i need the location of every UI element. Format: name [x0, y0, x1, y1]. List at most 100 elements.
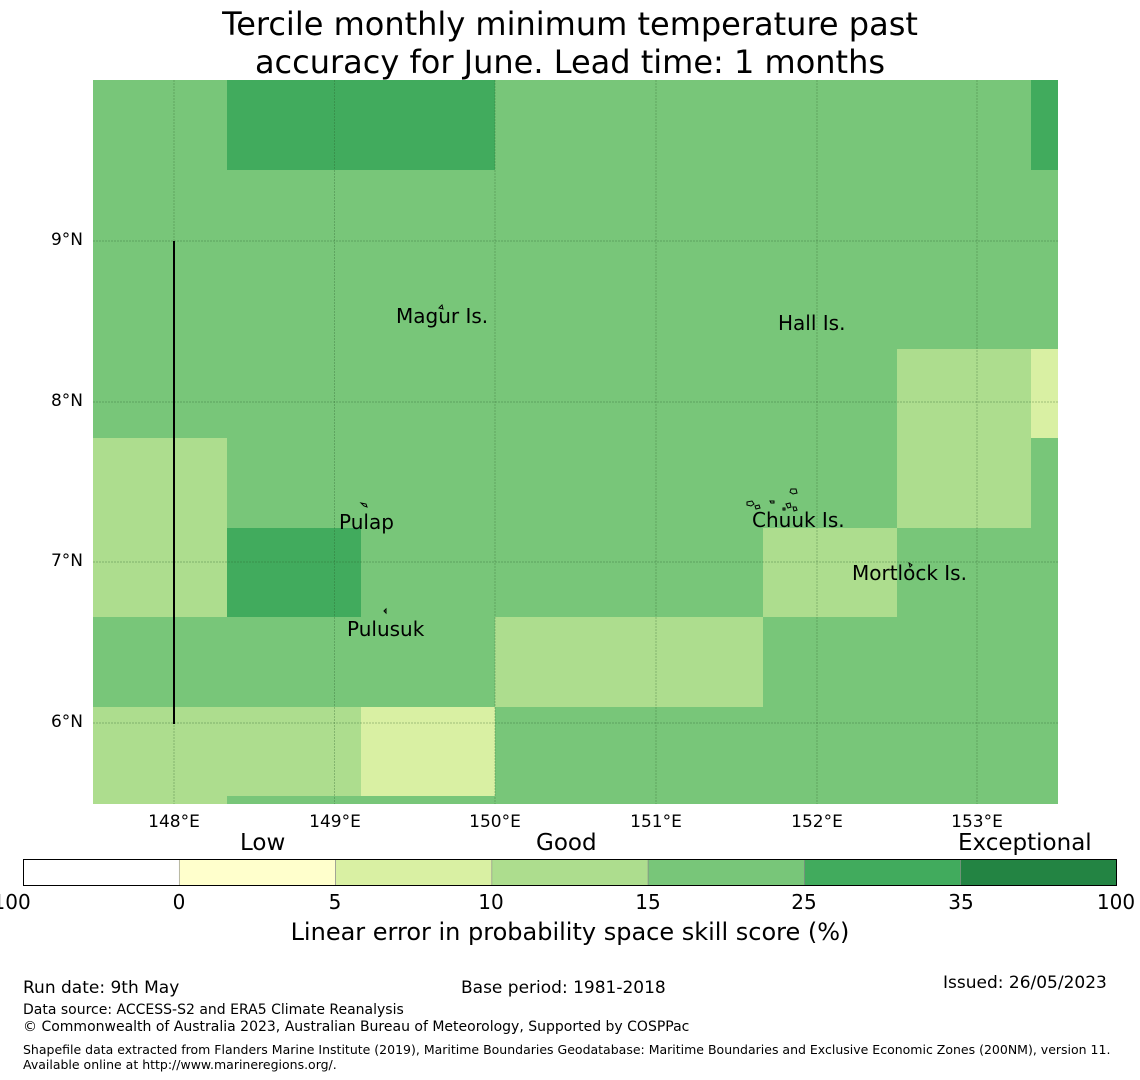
- place-label-magur: Magur Is.: [396, 304, 488, 328]
- pulap-island-shape: [359, 502, 368, 508]
- grid-cell-r5-c6: [897, 528, 1031, 617]
- chart-title: Tercile monthly minimum temperature past…: [0, 5, 1140, 81]
- grid-cell-strip: [227, 796, 495, 804]
- grid-cell-r4-c1: [227, 438, 361, 528]
- grid-cell-r6-c5: [763, 617, 897, 707]
- grid-cell-r7-c5: [763, 707, 897, 804]
- colorbar-tick-100: 100: [1096, 890, 1136, 914]
- grid-cell-r6-c1: [227, 617, 361, 707]
- place-label-pulusuk: Pulusuk: [347, 617, 425, 641]
- grid-cell-r0-c5: [763, 80, 897, 170]
- lat-label-8n: 8°N: [50, 391, 83, 411]
- grid-cell-r2-c6: [897, 259, 1031, 349]
- data-source: Data source: ACCESS-S2 and ERA5 Climate …: [23, 1002, 404, 1018]
- chuuk-island-shapes: [746, 488, 798, 512]
- grid-cell-r3-c1: [227, 349, 361, 438]
- colorbar-tick-5: 5: [328, 890, 342, 914]
- copyright: © Commonwealth of Australia 2023, Austra…: [23, 1019, 690, 1035]
- colorbar-segment-5: [804, 859, 962, 886]
- grid-cell-r7-c1: [227, 707, 361, 804]
- grid-cell-r5-c2: [361, 528, 495, 617]
- lon-label-149e: 149°E: [309, 812, 361, 832]
- colorbar-segment-1: [178, 859, 336, 886]
- colorbar-segment-4: [647, 859, 805, 886]
- grid-cell-r2-c3: [495, 259, 629, 349]
- lat-label-7n: 7°N: [50, 551, 83, 571]
- colorbar-segment-3: [491, 859, 649, 886]
- grid-cell-r1-c0: [93, 170, 227, 259]
- grid-cell-r7-c6: [897, 707, 1031, 804]
- grid-cell-r5-c0: [93, 528, 227, 617]
- colorbar: [23, 859, 1117, 886]
- colorbar-tick-35: 35: [948, 890, 974, 914]
- magur-island-shape: [438, 304, 444, 310]
- grid-cell-r7-c0: [93, 707, 227, 804]
- grid-cell-r0-c2: [361, 80, 495, 170]
- grid-cell-r6-c7: [1031, 617, 1058, 707]
- lat-label-9n: 9°N: [50, 230, 83, 250]
- grid-cell-r4-c4: [629, 438, 763, 528]
- grid-cell-r5-c3: [495, 528, 629, 617]
- title-line-1: Tercile monthly minimum temperature past: [222, 5, 918, 43]
- colorbar-tick-25: 25: [791, 890, 817, 914]
- mortlock-island-shape: [908, 561, 913, 568]
- grid-cell-r1-c4: [629, 170, 763, 259]
- pulusuk-island-shape: [383, 607, 387, 615]
- category-label-good: Good: [536, 830, 597, 856]
- lon-label-152e: 152°E: [791, 812, 843, 832]
- lon-label-153e: 153°E: [951, 812, 1003, 832]
- category-label-exceptional: Exceptional: [958, 830, 1092, 856]
- grid-cell-r3-c7: [1031, 349, 1058, 438]
- grid-cell-r6-c2: [361, 617, 495, 707]
- grid-cell-r3-c5: [763, 349, 897, 438]
- grid-cell-r5-c1: [227, 528, 361, 617]
- grid-cell-r2-c7: [1031, 259, 1058, 349]
- colorbar-segment-6: [960, 859, 1117, 886]
- grid-cell-r0-c7: [1031, 80, 1058, 170]
- title-line-2: accuracy for June. Lead time: 1 months: [254, 43, 886, 81]
- colorbar-tick-10: 10: [478, 890, 504, 914]
- colorbar-label: Linear error in probability space skill …: [290, 918, 850, 946]
- grid-cell-r4-c5: [763, 438, 897, 528]
- grid-cell-r6-c0: [93, 617, 227, 707]
- grid-cell-r1-c5: [763, 170, 897, 259]
- grid-cell-r7-c3: [495, 707, 629, 804]
- skill-grid-cells: [93, 80, 1058, 804]
- grid-cell-r4-c7: [1031, 438, 1058, 528]
- grid-cell-r5-c5: [763, 528, 897, 617]
- colorbar-segment-2: [335, 859, 493, 886]
- grid-cell-r7-c2: [361, 707, 495, 804]
- grid-cell-r3-c2: [361, 349, 495, 438]
- grid-cell-r0-c4: [629, 80, 763, 170]
- grid-cell-r1-c1: [227, 170, 361, 259]
- shapefile-credit: Shapefile data extracted from Flanders M…: [23, 1042, 1111, 1072]
- grid-cell-r6-c6: [897, 617, 1031, 707]
- grid-cell-r3-c4: [629, 349, 763, 438]
- grid-cell-r0-c0: [93, 80, 227, 170]
- grid-cell-r2-c2: [361, 259, 495, 349]
- grid-cell-r4-c2: [361, 438, 495, 528]
- grid-cell-r1-c7: [1031, 170, 1058, 259]
- grid-cell-r0-c3: [495, 80, 629, 170]
- lon-label-150e: 150°E: [469, 812, 521, 832]
- category-label-low: Low: [240, 830, 286, 856]
- lat-label-6n: 6°N: [50, 712, 83, 732]
- grid-cell-r2-c0: [93, 259, 227, 349]
- grid-cell-r1-c3: [495, 170, 629, 259]
- place-label-hall: Hall Is.: [778, 311, 845, 335]
- base-period: Base period: 1981-2018: [461, 978, 666, 998]
- colorbar-tick-0: 0: [172, 890, 186, 914]
- grid-cell-r5-c4: [629, 528, 763, 617]
- grid-cell-r4-c0: [93, 438, 227, 528]
- grid-cell-r1-c2: [361, 170, 495, 259]
- grid-cell-r4-c6: [897, 438, 1031, 528]
- lon-label-148e: 148°E: [148, 812, 200, 832]
- grid-cell-r5-c7: [1031, 528, 1058, 617]
- grid-cell-r3-c6: [897, 349, 1031, 438]
- colorbar-segment-0: [23, 859, 180, 886]
- grid-cell-r0-c6: [897, 80, 1031, 170]
- grid-cell-r2-c4: [629, 259, 763, 349]
- place-label-chuuk: Chuuk Is.: [752, 508, 845, 532]
- place-label-pulap: Pulap: [339, 510, 394, 534]
- grid-cell-r7-c7: [1031, 707, 1058, 804]
